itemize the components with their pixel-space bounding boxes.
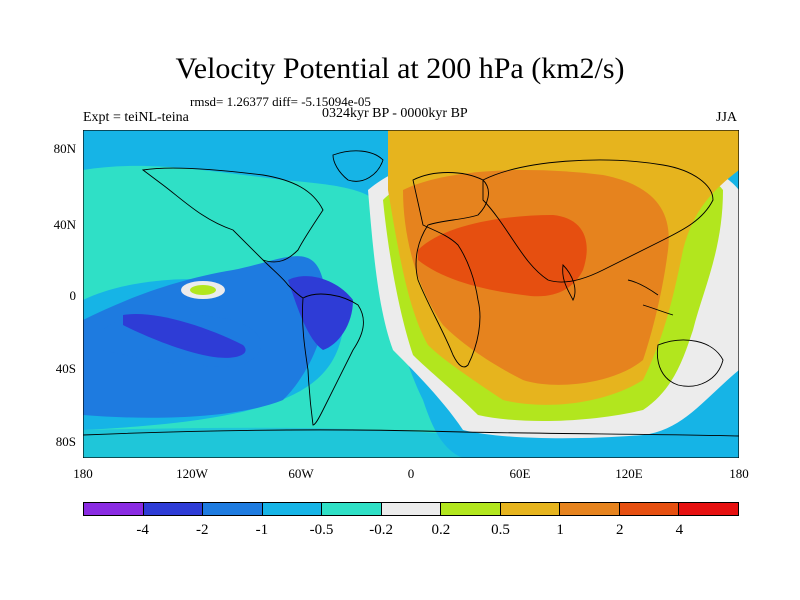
period-label: 0324kyr BP - 0000kyr BP [322,106,468,121]
colorbar-label: 4 [675,522,684,538]
colorbar-cell [203,502,263,516]
stats-text: rmsd= 1.26377 diff= -5.15094e-05 [190,94,371,109]
colorbar-cell [619,502,680,516]
colorbar-label: 1 [556,522,564,538]
colorbar-cell [560,502,620,516]
plot-title: Velocity Potential at 200 hPa (km2/s) [175,52,625,85]
colorbar-label: -0.5 [309,522,334,538]
field-darkblue-1 [288,276,353,350]
map-plot [83,130,739,458]
colorbar-label: -0.2 [369,522,394,538]
coastlines [83,150,739,437]
lon-tick: 60E [509,466,531,481]
colorbar-cell [262,502,323,516]
lat-tick: 80N [53,141,76,156]
lat-tick: 80S [55,434,76,449]
colorbar-label: 0.2 [431,522,451,538]
colorbar-cell [143,502,204,516]
colorbar-label: -1 [255,522,269,538]
lon-tick: 0 [407,466,415,481]
lon-tick: 180 [73,466,93,481]
season-label: JJA [716,110,738,125]
colorbar-label: -2 [196,522,209,538]
field-redorange [418,215,587,297]
colorbar-cell [441,502,501,516]
lon-tick: 180 [729,466,749,481]
colorbar-cell [500,502,561,516]
contour-field [83,130,739,458]
colorbar-cell [83,502,144,516]
lat-tick: 40S [55,361,76,376]
field-pocket [190,285,216,295]
lon-tick: 120E [615,466,643,481]
lon-tick: 60W [288,466,314,481]
field-darkblue-2 [123,314,246,358]
experiment-label: Expt = teiNL-teina [83,110,189,125]
colorbar-cell [679,502,740,516]
colorbar [83,502,740,516]
colorbar-label: 2 [615,522,624,538]
lat-tick: 0 [69,288,77,303]
lon-tick: 120W [176,466,208,481]
colorbar-label: -4 [136,522,149,538]
lat-tick: 40N [53,217,76,232]
colorbar-label: 0.5 [491,522,510,538]
colorbar-cell [322,502,382,516]
colorbar-cell [381,502,442,516]
